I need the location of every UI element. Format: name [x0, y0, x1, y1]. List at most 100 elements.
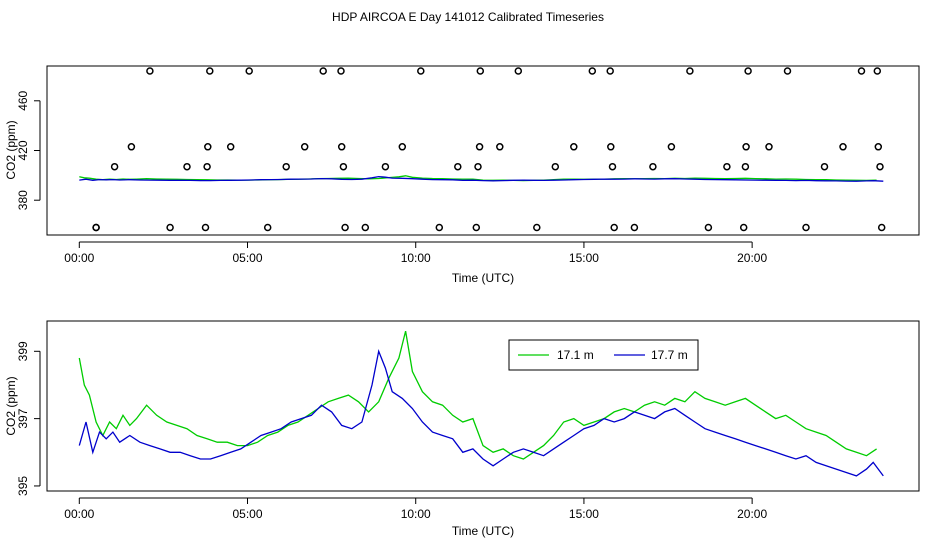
calibration-series-line-17-7m	[79, 175, 884, 182]
timeseries-x-tick-label: 05:00	[232, 507, 262, 521]
calibration-x-tick-label: 20:00	[737, 251, 767, 265]
calibration-point	[741, 162, 750, 171]
calibration-point	[496, 143, 504, 151]
calibration-point	[166, 223, 174, 232]
calibration-point	[398, 143, 407, 151]
calibration-point	[874, 143, 883, 151]
timeseries-y-tick-label: 397	[16, 408, 30, 428]
timeseries-x-tick-label: 20:00	[737, 507, 767, 521]
calibration-point	[723, 162, 731, 171]
legend-label-series-2: 17.7 m	[651, 348, 688, 362]
calibration-y-axis: 380 420 460	[16, 90, 41, 210]
calibration-point	[667, 143, 676, 151]
calibration-y-axis-label: CO2 (ppm)	[4, 120, 18, 179]
calibration-point	[610, 223, 618, 232]
calibration-plot-frame	[46, 65, 920, 236]
series-line-17-1m	[78, 330, 877, 460]
calibration-point	[533, 223, 541, 232]
calibration-point	[588, 67, 597, 75]
calibration-y-tick-label: 380	[16, 190, 30, 210]
calibration-point	[337, 143, 346, 151]
calibration-x-axis-label: Time (UTC)	[452, 271, 514, 285]
calibration-point	[744, 67, 752, 75]
calibration-x-tick-label: 15:00	[569, 251, 599, 265]
calibration-point	[435, 223, 444, 232]
legend-label-series-1: 17.1 m	[557, 348, 594, 362]
timeseries-x-tick-label: 15:00	[569, 507, 599, 521]
calibration-point	[877, 223, 886, 232]
calibration-point	[606, 67, 614, 75]
timeseries-x-axis: 00:00 05:00 10:00 15:00 20:00	[64, 497, 767, 521]
legend: 17.1 m 17.7 m	[508, 339, 699, 371]
calibration-point	[820, 162, 829, 171]
timeseries-y-tick-label: 399	[16, 341, 30, 361]
calibration-point	[783, 67, 792, 75]
timeseries-panel: 00:00 05:00 10:00 15:00 20:00 395 397 399 Time…	[4, 320, 920, 538]
calibration-x-tick-label: 10:00	[401, 251, 431, 265]
calibration-point	[203, 162, 211, 171]
calibration-point	[649, 162, 657, 171]
calibration-point	[361, 223, 370, 232]
calibration-point	[381, 162, 390, 171]
calibration-point	[476, 67, 485, 75]
calibration-point	[201, 223, 210, 232]
calibration-point	[204, 143, 212, 151]
calibration-point	[607, 143, 615, 151]
calibration-point	[319, 67, 327, 75]
calibration-panel: 00:00 05:00 10:00 15:00 20:00 380 420 460 Time…	[4, 65, 920, 285]
chart-title: HDP AIRCOA E Day 141012 Calibrated Times…	[332, 10, 604, 24]
calibration-y-tick-label: 460	[16, 90, 30, 110]
calibration-point	[551, 162, 560, 171]
calibration-point	[282, 162, 290, 171]
timeseries-series	[78, 330, 884, 477]
calibration-point	[704, 223, 713, 232]
calibration-series	[79, 175, 884, 182]
calibration-point	[146, 67, 154, 75]
calibration-x-axis: 00:00 05:00 10:00 15:00 20:00	[64, 241, 767, 265]
calibration-point	[127, 143, 136, 151]
calibration-point	[339, 162, 348, 171]
calibration-points	[92, 67, 886, 232]
calibration-point	[839, 143, 847, 151]
calibration-point	[608, 162, 617, 171]
calibration-point	[686, 67, 694, 75]
timeseries-y-axis-label: CO2 (ppm)	[4, 376, 18, 435]
calibration-point	[110, 162, 119, 171]
calibration-point	[514, 67, 523, 75]
calibration-point	[474, 162, 482, 171]
calibration-point	[739, 223, 748, 232]
calibration-point	[341, 223, 349, 232]
calibration-point	[475, 143, 484, 151]
calibration-point	[630, 223, 639, 232]
calibration-point	[183, 162, 191, 171]
timeseries-y-tick-label: 395	[16, 476, 30, 496]
calibration-point	[263, 223, 272, 232]
calibration-series-line-17-1m	[79, 175, 877, 182]
calibration-point	[417, 67, 425, 75]
calibration-point	[742, 143, 750, 151]
calibration-point	[802, 223, 810, 232]
calibration-point	[245, 67, 253, 75]
timeseries-x-tick-label: 10:00	[401, 507, 431, 521]
calibration-point	[765, 143, 773, 151]
series-line-17-7m	[78, 349, 884, 477]
calibration-point	[876, 162, 884, 171]
calibration-x-tick-label: 05:00	[232, 251, 262, 265]
calibration-y-tick-label: 420	[16, 140, 30, 160]
timeseries-x-axis-label: Time (UTC)	[452, 524, 514, 538]
calibration-point	[300, 143, 309, 151]
calibration-x-tick-label: 00:00	[64, 251, 94, 265]
calibration-point	[873, 67, 882, 75]
timeseries-plot-frame	[46, 320, 920, 492]
calibration-point	[92, 223, 100, 232]
calibration-point	[337, 67, 345, 75]
calibration-point	[472, 223, 481, 232]
calibration-point	[454, 162, 462, 171]
calibration-point	[226, 143, 235, 151]
timeseries-y-axis: 395 397 399	[16, 341, 41, 496]
calibration-point	[570, 143, 578, 151]
timeseries-x-tick-label: 00:00	[64, 507, 94, 521]
calibration-point	[857, 67, 866, 75]
calibration-point	[206, 67, 214, 75]
